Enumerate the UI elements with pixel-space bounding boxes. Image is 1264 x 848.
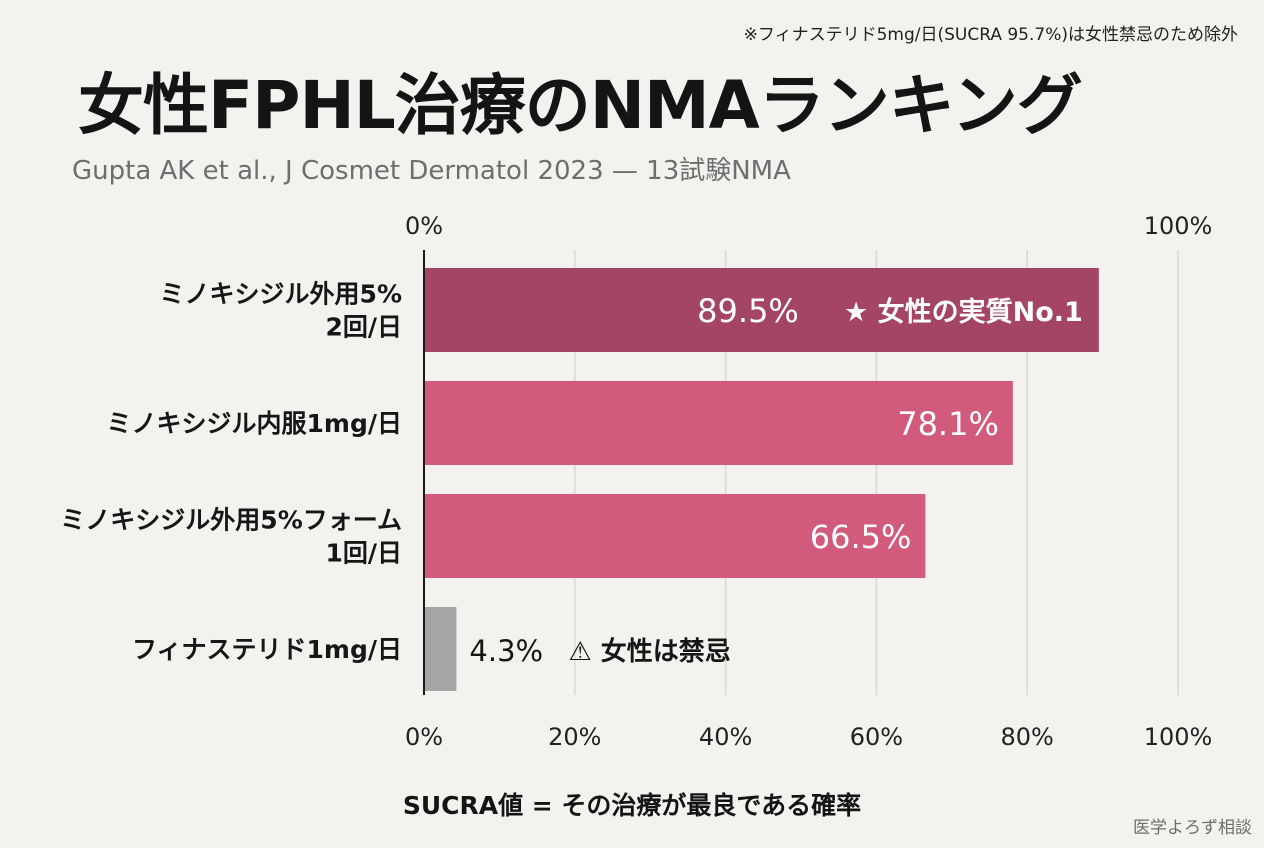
x-tick-label: 100% [1144,723,1213,751]
page-title: 女性FPHL治療のNMAランキング [78,67,1083,144]
x-tick-label: 0% [405,723,443,751]
data-label: 89.5% [697,292,799,330]
data-label: 4.3% [469,634,543,668]
category-label: 2回/日 [325,313,402,342]
bar-annotation: ★ 女性の実質No.1 [844,296,1083,328]
data-label: 78.1% [897,405,999,443]
category-label: ミノキシジル外用5%フォーム [60,506,402,535]
brand-label: 医学よろず相談 [1133,818,1252,838]
bar-annotation: ⚠ 女性は禁忌 [568,636,730,667]
bar [424,494,926,578]
top-tick-label: 100% [1144,212,1213,240]
x-tick-label: 60% [850,723,903,751]
bar [424,268,1099,352]
category-label: ミノキシジル外用5% [160,280,402,309]
data-label: 66.5% [810,518,912,556]
x-axis-caption: SUCRA値 = その治療が最良である確率 [402,791,862,820]
x-tick-label: 20% [548,723,601,751]
citation-subtitle: Gupta AK et al., J Cosmet Dermatol 2023 … [72,156,791,186]
bar [424,381,1013,465]
x-tick-label: 80% [1001,723,1054,751]
category-label: 1回/日 [325,539,402,568]
category-label: ミノキシジル内服1mg/日 [107,409,402,438]
category-label: フィナステリド1mg/日 [132,635,402,664]
exclusion-note: ※フィナステリド5mg/日(SUCRA 95.7%)は女性禁忌のため除外 [743,25,1238,45]
top-tick-label: 0% [405,212,443,240]
x-tick-label: 40% [699,723,752,751]
bar [424,607,457,691]
